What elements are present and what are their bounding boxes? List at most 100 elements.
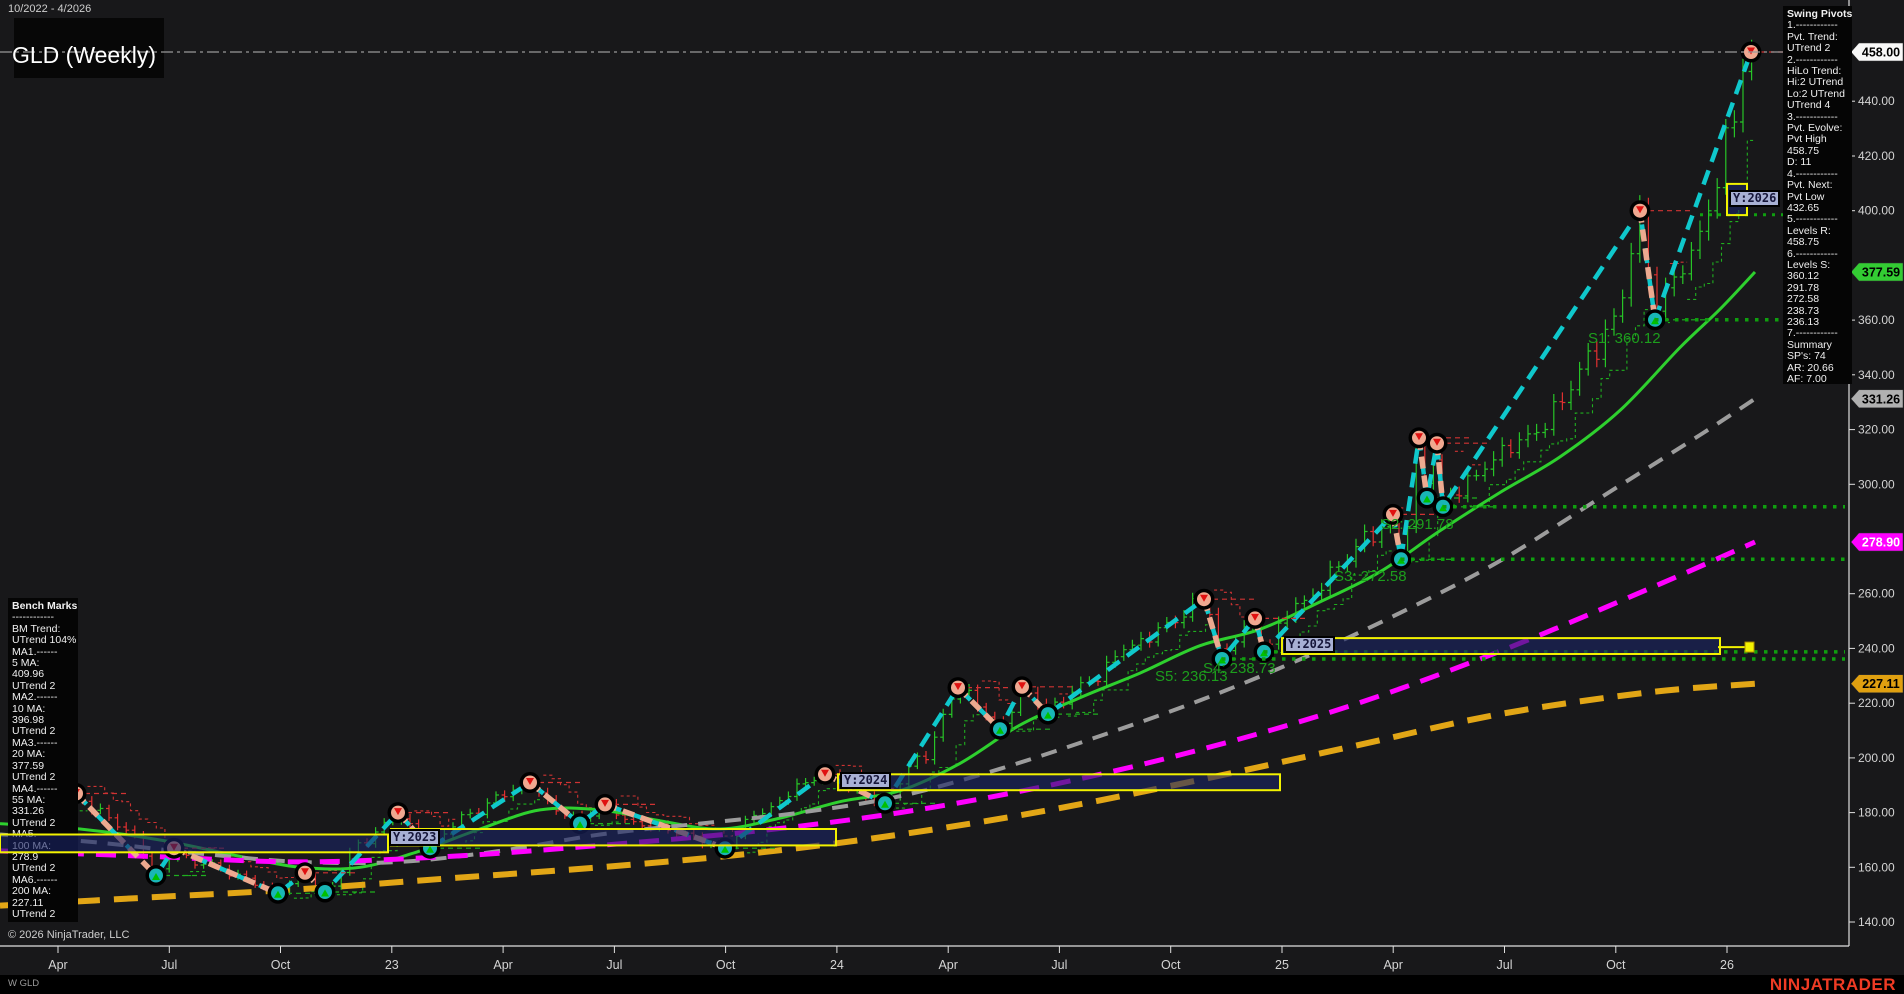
badge-shape: [1850, 262, 1904, 282]
arrow-up-icon: [576, 821, 584, 829]
swing-panel-line: 238.73: [1787, 304, 1820, 317]
instrument-tab[interactable]: W GLD: [8, 978, 40, 989]
pivot-low-marker: [267, 882, 289, 904]
bench-panel-line: UTrend 2: [12, 679, 56, 692]
time-axis[interactable]: Apr Jul Oct 23 Apr Jul Oct 24 Apr Jul Oct 25 Apr Jul O…: [0, 945, 1849, 972]
price-tick-label: 260.00: [1858, 587, 1895, 601]
support-level-label: S2: 291.78: [1381, 516, 1454, 533]
time-tick-label: 25: [1275, 958, 1289, 972]
retracement-line: [1434, 442, 1446, 508]
support-level-label: S4: 238.73: [1203, 660, 1276, 677]
retracement-line: [528, 780, 582, 826]
swing-panel-line: Summary: [1787, 338, 1832, 351]
bench-panel-line: 20 MA:: [12, 748, 46, 761]
year-box-label[interactable]: Y:2026: [1729, 190, 1781, 207]
price-tick-label: 300.00: [1858, 477, 1895, 491]
bench-panel-line: 377.59: [12, 759, 45, 772]
price-tick-label: 400.00: [1858, 204, 1895, 218]
badge-value: 331.26: [1862, 392, 1900, 406]
price-axis[interactable]: 440.00 420.00 400.00 360.00 340.00 320.00 300.…: [1848, 0, 1904, 946]
badge-shape: [1850, 42, 1904, 62]
time-tick-label: 26: [1720, 958, 1734, 972]
swing-panel-line: 5.------------: [1787, 213, 1838, 226]
pivot-low-marker: [714, 837, 736, 859]
bench-panel-line: MA3.------: [12, 736, 58, 749]
arrow-down-icon: [1200, 594, 1208, 602]
pivot-low-marker: [569, 813, 591, 835]
pivot-high-marker: [387, 802, 409, 824]
time-tick-label: Jul: [606, 958, 622, 972]
bench-panel-line: UTrend 2: [12, 907, 56, 920]
arrow-down-icon: [1636, 206, 1644, 214]
swing-panel-line: 6.------------: [1787, 247, 1838, 260]
bench-panel-line: MA6.------: [12, 873, 58, 886]
badge-value: 377.59: [1862, 266, 1900, 280]
arrow-up-icon: [1423, 495, 1431, 503]
price-badge-55-MA: 331.26: [1850, 389, 1904, 409]
price-tick-label: 420.00: [1858, 149, 1895, 163]
price-tick-label: 440.00: [1858, 94, 1895, 108]
badge-value: 278.90: [1862, 536, 1900, 550]
bench-panel-line: 331.26: [12, 805, 45, 818]
pivot-high-marker: [947, 677, 969, 699]
arrow-down-icon: [954, 683, 962, 691]
pivot-high-marker: [1193, 588, 1215, 610]
bench-panel-line: UTrend 104%: [12, 634, 77, 647]
bench-panel-line: MA4.------: [12, 782, 58, 795]
arrow-down-icon: [601, 799, 609, 807]
swing-panel-line: 2.------------: [1787, 53, 1838, 66]
time-tick-label: Apr: [1383, 958, 1402, 972]
pivot-high-marker: [519, 772, 541, 793]
price-badge-100-MA: 278.90: [1850, 532, 1904, 552]
bench-panel-line: 200 MA:: [12, 885, 52, 898]
ma-line-20ma: [0, 270, 1757, 871]
time-tick-label: Oct: [271, 958, 291, 972]
swing-panel-line: 432.65: [1787, 201, 1820, 214]
arrow-up-icon: [152, 873, 160, 880]
bench-panel-line: UTrend 2: [12, 725, 56, 738]
bottom-tab-bar: W GLD NINJATRADER: [0, 975, 1904, 994]
time-tick-label: Oct: [716, 958, 736, 972]
price-tick-label: 220.00: [1858, 696, 1895, 710]
bench-panel-line: 227.11: [12, 896, 44, 909]
pivot-high-marker: [1426, 432, 1448, 454]
time-tick-label: Oct: [1161, 958, 1181, 972]
price-tick-label: 360.00: [1858, 313, 1895, 327]
price-tick-label: 320.00: [1858, 423, 1895, 437]
ninjatrader-logo: NINJATRADER: [1769, 975, 1896, 994]
year-box-label[interactable]: Y:2024: [840, 772, 892, 789]
pivot-high-marker: [294, 862, 316, 884]
swing-panel-line: Pvt High: [1787, 133, 1827, 146]
year-box-label[interactable]: Y:2025: [1284, 636, 1336, 653]
arrow-up-icon: [321, 889, 329, 897]
swing-panel-line: 7.------------: [1787, 327, 1838, 340]
swing-panel-line: UTrend 2: [1787, 42, 1831, 55]
price-tick-label: 140.00: [1858, 915, 1895, 929]
swing-panel-line: Levels S:: [1787, 258, 1831, 271]
swing-panel-line: Lo:2 UTrend: [1787, 87, 1845, 100]
arrow-up-icon: [721, 845, 729, 853]
swing-panel-line: 291.78: [1787, 281, 1820, 294]
chart-title: GLD (Weekly): [12, 42, 156, 68]
arrow-up-icon: [996, 726, 1004, 734]
time-tick-label: Jul: [1051, 958, 1067, 972]
swing-panel-line: AR: 20.66: [1787, 361, 1834, 374]
swing-panel-line: 1.------------: [1787, 19, 1838, 32]
time-tick-label: 24: [830, 958, 844, 972]
bench-marks-panel: Bench Marks ------------ BM Trend: UTrend 1…: [8, 598, 78, 922]
year-box-label[interactable]: Y:2023: [389, 829, 441, 846]
bench-panel-line: 55 MA:: [12, 793, 46, 806]
title-backdrop: [14, 18, 164, 78]
bench-panel-line: 278.9: [12, 850, 39, 863]
bench-panel-line: MA1.------: [12, 645, 58, 658]
pivot-low-marker: [314, 881, 336, 903]
time-tick-label: Apr: [48, 958, 67, 972]
price-badge-200-MA: 227.11: [1850, 674, 1904, 693]
bench-panel-line: BM Trend:: [12, 622, 61, 635]
arrow-down-icon: [1433, 438, 1441, 446]
ma-line-100ma: [0, 539, 1757, 865]
pivot-high-marker: [1408, 427, 1430, 449]
swing-panel-line: Pvt. Trend:: [1787, 30, 1838, 43]
price-badge-last-price: 458.00: [1850, 42, 1904, 62]
